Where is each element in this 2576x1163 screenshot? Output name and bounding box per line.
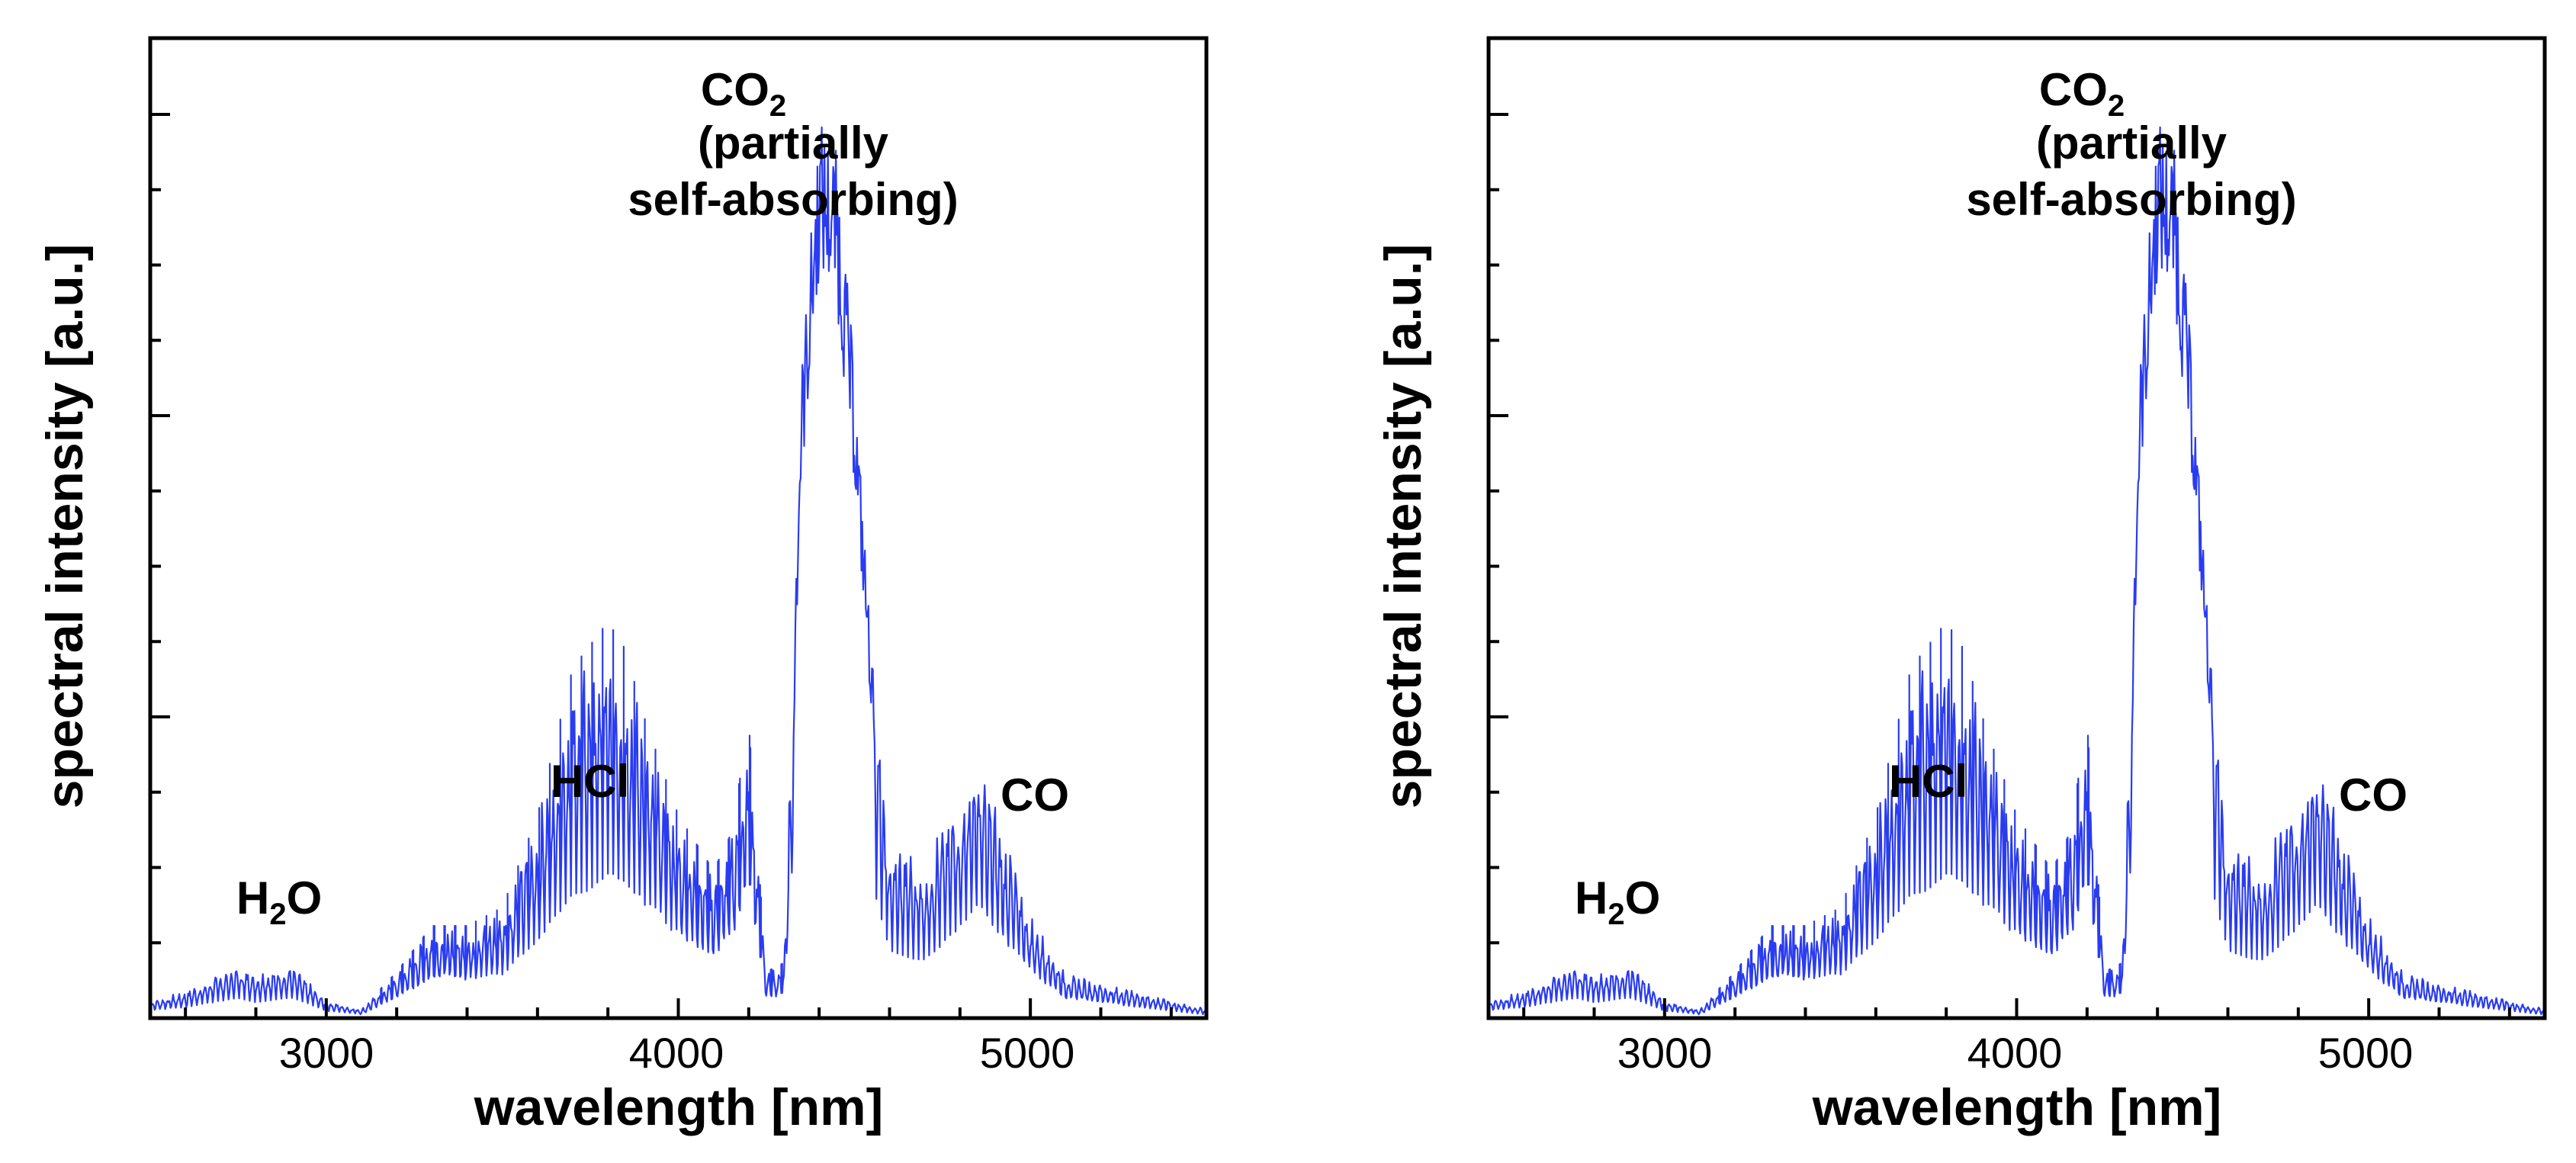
left-annotation-h2o: H2O [236,872,322,931]
left-annotation-h2o-main: H [236,872,269,924]
right-annotation-hcl: HCl [1889,756,1967,807]
right-x-axis-label: wavelength [nm] [1812,1078,2222,1136]
left-annotation-hcl: HCl [551,756,629,807]
right-spectrum-line-layer [1487,126,2545,1016]
right-y-ticks [1489,113,1508,945]
right-annotation-co2-line3: self-absorbing) [1966,174,2296,225]
right-x-tick-label-5000: 5000 [2318,1029,2414,1077]
left-plot-frame [148,36,1209,1020]
right-x-tick-label-4000: 4000 [1967,1029,2063,1077]
left-spectrum-line-layer [149,126,1207,1016]
left-x-tick-label-3000: 3000 [279,1029,374,1077]
right-spectrum-line [1487,126,2545,1016]
left-y-axis-label: spectral intensity [a.u.] [36,244,94,809]
right-annotation-h2o-sub: 2 [1608,898,1624,931]
left-x-tick-label-4000: 4000 [629,1029,724,1077]
left-annotation-co2-line3: self-absorbing) [628,174,958,225]
left-annotation-co2-sub: 2 [769,89,786,123]
left-y-ticks [150,113,170,945]
left-spectrum-line [149,126,1207,1016]
left-annotation-h2o-tail: O [287,872,323,924]
right-annotation-co2-line2: (partially [2036,117,2228,169]
left-annotation-co2-line2: (partially [698,117,889,169]
left-x-axis-label: wavelength [nm] [474,1078,884,1136]
right-x-ticks [1522,998,2511,1018]
right-x-tick-label-3000: 3000 [1617,1029,1713,1077]
right-annotation-co2-sub: 2 [2108,89,2125,123]
right-annotation-h2o: H2O [1575,872,1660,931]
right-annotation-h2o-main: H [1575,872,1608,924]
left-spectrum-panel: 3000 4000 5000 wavelength [nm] spectral … [36,36,1209,1136]
right-annotation-co2-main: CO [2039,64,2108,115]
right-annotation-h2o-tail: O [1625,872,1661,924]
left-x-tick-label-5000: 5000 [980,1029,1075,1077]
right-annotation-co: CO [2339,769,2407,821]
left-annotation-co: CO [1001,769,1069,821]
right-plot-frame [1486,36,2547,1020]
left-annotation-co2: CO2 [701,64,786,123]
right-annotation-co2: CO2 [2039,64,2125,123]
left-annotation-h2o-sub: 2 [269,898,286,931]
right-y-axis-label: spectral intensity [a.u.] [1374,244,1432,809]
right-spectrum-panel: 3000 4000 5000 wavelength [nm] spectral … [1374,36,2547,1136]
left-annotation-co2-main: CO [701,64,769,115]
